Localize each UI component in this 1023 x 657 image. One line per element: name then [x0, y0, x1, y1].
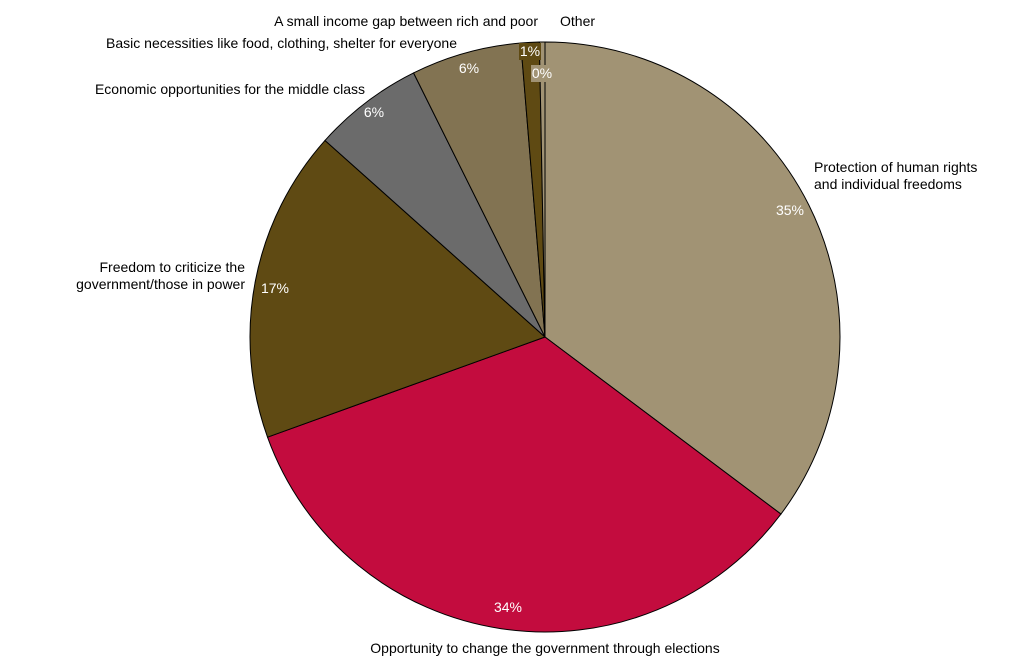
- percentage-label-5: 6%: [459, 60, 479, 76]
- pie-slice-7: [538, 41, 546, 338]
- pie-slices: [249, 41, 841, 633]
- category-label-7: Other: [560, 13, 595, 29]
- pie-slice-2: [266, 336, 782, 633]
- percentage-label-4: 6%: [364, 104, 384, 120]
- category-label-3: Freedom to criticize the government/those…: [76, 259, 245, 292]
- category-label-5: Basic necessities like food, clothing, s…: [106, 35, 457, 51]
- percentage-labels: 35% 34% 17% 6% 6% 1% 0%: [261, 43, 804, 615]
- category-labels: Protection of human rights and individual…: [76, 13, 977, 656]
- pie-slice-3: [249, 139, 546, 438]
- category-label-1: Protection of human rights and individual…: [814, 159, 977, 192]
- pie-slice-1: [544, 41, 841, 515]
- percentage-label-6: 1%: [520, 43, 540, 59]
- percentage-label-2: 34%: [494, 599, 522, 615]
- percentage-label-bg-6: [519, 43, 541, 60]
- category-label-4: Economic opportunities for the middle cl…: [95, 81, 365, 97]
- category-label-2: Opportunity to change the government thr…: [370, 640, 719, 656]
- percentage-label-3: 17%: [261, 280, 289, 296]
- percentage-label-1: 35%: [776, 202, 804, 218]
- category-label-6: A small income gap between rich and poor: [274, 13, 538, 29]
- percentage-label-7: 0%: [532, 65, 552, 81]
- percentage-label-bg-7: [531, 65, 553, 82]
